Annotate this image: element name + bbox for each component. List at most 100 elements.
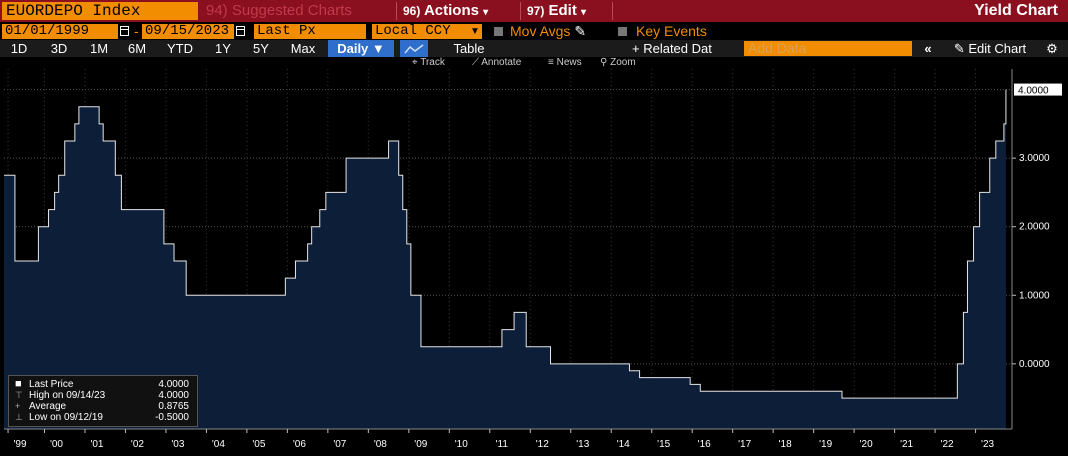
period-ytd-button[interactable]: YTD xyxy=(167,41,193,56)
legend-low: ⊥ Low on 09/12/19 -0.5000 xyxy=(15,412,193,423)
legend-label: Low on 09/12/19 xyxy=(29,412,103,423)
period-toolbar: 1D 3D 1M 6M YTD 1Y 5Y Max Daily ▼ Table … xyxy=(0,40,1068,57)
gear-icon[interactable]: ⚙ xyxy=(1046,41,1058,56)
series-line-last-price[interactable] xyxy=(4,89,1007,399)
period-5y-button[interactable]: 5Y xyxy=(253,41,269,56)
y-tick-label: 2.0000 xyxy=(1019,222,1050,233)
x-tick-label: '05 xyxy=(252,439,265,450)
track-tool[interactable]: ⌖ Track xyxy=(412,57,445,68)
ticker-field[interactable]: EUORDEPO Index xyxy=(2,2,198,20)
chart-tools-bar: ⌖ Track ⟋ Annotate ≡ News ⚲ Zoom xyxy=(0,57,1068,69)
divider xyxy=(612,2,613,20)
x-tick-label: '16 xyxy=(698,439,711,450)
annotate-tool[interactable]: ⟋ Annotate xyxy=(472,57,522,68)
zoom-tool[interactable]: ⚲ Zoom xyxy=(600,57,636,68)
page-title: Yield Chart xyxy=(974,2,1058,19)
legend-value: -0.5000 xyxy=(155,412,189,423)
x-tick-label: '19 xyxy=(819,439,832,450)
line-chart-icon[interactable] xyxy=(400,40,428,57)
date-separator: - xyxy=(134,23,139,39)
chevron-down-icon: ▾ xyxy=(483,7,489,18)
x-tick-label: '21 xyxy=(900,439,913,450)
period-max-button[interactable]: Max xyxy=(290,41,316,56)
mov-avgs-label[interactable]: Mov Avgs ✎ xyxy=(510,24,586,39)
collapse-icon[interactable]: « xyxy=(924,41,932,56)
period-1d-button[interactable]: 1D xyxy=(10,41,28,56)
legend-high: ⊤ High on 09/14/23 4.0000 xyxy=(15,390,193,401)
legend-label: Last Price xyxy=(29,379,74,390)
x-tick-label: '02 xyxy=(131,439,144,450)
x-tick-label: '00 xyxy=(50,439,63,450)
x-tick-label: '10 xyxy=(455,439,468,450)
currency-select[interactable]: Local CCY xyxy=(372,24,468,39)
legend-label: Average xyxy=(29,401,67,412)
chevron-down-icon: ▾ xyxy=(581,7,587,18)
start-date-field[interactable]: 01/01/1999 xyxy=(2,24,118,39)
edit-menu[interactable]: 97) Edit ▾ xyxy=(520,2,612,20)
legend-value: 4.0000 xyxy=(158,379,189,390)
low-marker-icon: ⊥ xyxy=(15,412,23,422)
news-tool[interactable]: ≡ News xyxy=(548,57,582,68)
add-data-input[interactable]: Add Data xyxy=(744,41,912,56)
legend-value: 4.0000 xyxy=(158,390,189,401)
calendar-icon[interactable] xyxy=(120,26,129,36)
suggested-charts-menu[interactable]: 94) Suggested Charts xyxy=(206,2,352,19)
high-marker-icon: ⊤ xyxy=(15,390,23,400)
actions-menu-number: 96) xyxy=(403,4,421,18)
chart-legend: ■ Last Price 4.0000 ⊤ High on 09/14/23 4… xyxy=(8,375,198,427)
x-tick-label: '07 xyxy=(333,439,346,450)
x-tick-label: '14 xyxy=(617,439,630,450)
actions-menu-label: Actions xyxy=(423,2,479,19)
price-chart[interactable]: 0.0000 1.0000 2.0000 3.0000 4.0000 '99 '00 '01 '… xyxy=(0,69,1068,456)
x-tick-label: '08 xyxy=(374,439,387,450)
x-tick-label: '04 xyxy=(212,439,225,450)
edit-chart-button[interactable]: ✎ Edit Chart xyxy=(953,41,1027,56)
last-value-marker xyxy=(1014,83,1062,96)
calendar-icon[interactable] xyxy=(236,26,245,36)
x-tick-label: '17 xyxy=(738,439,751,450)
legend-last-price: ■ Last Price 4.0000 xyxy=(15,378,193,391)
x-tick-label: '06 xyxy=(293,439,306,450)
title-bar: EUORDEPO Index 94) Suggested Charts 96) … xyxy=(0,0,1068,22)
x-tick-label: '01 xyxy=(90,439,103,450)
chevron-down-icon[interactable]: ▼ xyxy=(468,24,482,39)
x-tick-label: '99 xyxy=(14,439,27,450)
x-tick-label: '03 xyxy=(171,439,184,450)
key-events-checkbox[interactable] xyxy=(618,27,627,36)
x-tick-label: '22 xyxy=(941,439,954,450)
x-tick-label: '23 xyxy=(981,439,994,450)
period-1y-button[interactable]: 1Y xyxy=(215,41,231,56)
legend-swatch-icon: ■ xyxy=(15,378,22,390)
series-area-last-price xyxy=(4,89,1006,430)
x-tick-label: '11 xyxy=(496,439,509,450)
related-data-button[interactable]: + Related Dat xyxy=(632,41,712,56)
key-events-label[interactable]: Key Events xyxy=(636,23,707,39)
edit-menu-label: Edit xyxy=(548,2,577,19)
x-tick-label: '18 xyxy=(779,439,792,450)
frequency-select[interactable]: Daily ▼ xyxy=(328,40,394,57)
period-1m-button[interactable]: 1M xyxy=(89,41,109,56)
x-tick-label: '13 xyxy=(576,439,589,450)
x-tick-label: '09 xyxy=(414,439,427,450)
y-tick-label: 1.0000 xyxy=(1019,290,1050,301)
legend-label: High on 09/14/23 xyxy=(29,390,106,401)
end-date-field[interactable]: 09/15/2023 xyxy=(142,24,234,39)
last-value-label: 4.0000 xyxy=(1018,86,1049,97)
price-field-select[interactable]: Last Px xyxy=(254,24,366,39)
period-3d-button[interactable]: 3D xyxy=(50,41,68,56)
y-tick-label: 3.0000 xyxy=(1019,153,1050,164)
legend-value: 0.8765 xyxy=(158,401,189,412)
mov-avgs-checkbox[interactable] xyxy=(494,27,503,36)
x-tick-label: '20 xyxy=(860,439,873,450)
average-marker-icon: + xyxy=(15,401,21,411)
mov-avgs-text: Mov Avgs xyxy=(510,23,571,39)
legend-average: + Average 0.8765 xyxy=(15,401,193,412)
x-tick-label: '12 xyxy=(536,439,549,450)
actions-menu[interactable]: 96) Actions ▾ xyxy=(396,2,518,20)
table-button[interactable]: Table xyxy=(453,41,485,56)
y-tick-label: 0.0000 xyxy=(1019,359,1050,370)
edit-menu-number: 97) xyxy=(527,4,545,18)
chart-controls-bar: 01/01/1999 - 09/15/2023 Last Px Local CC… xyxy=(0,23,1068,40)
x-tick-label: '15 xyxy=(657,439,670,450)
period-6m-button[interactable]: 6M xyxy=(127,41,147,56)
